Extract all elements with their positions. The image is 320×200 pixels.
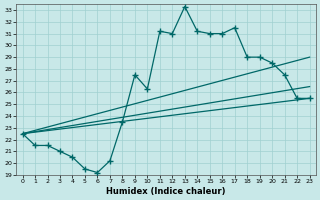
X-axis label: Humidex (Indice chaleur): Humidex (Indice chaleur) — [106, 187, 226, 196]
